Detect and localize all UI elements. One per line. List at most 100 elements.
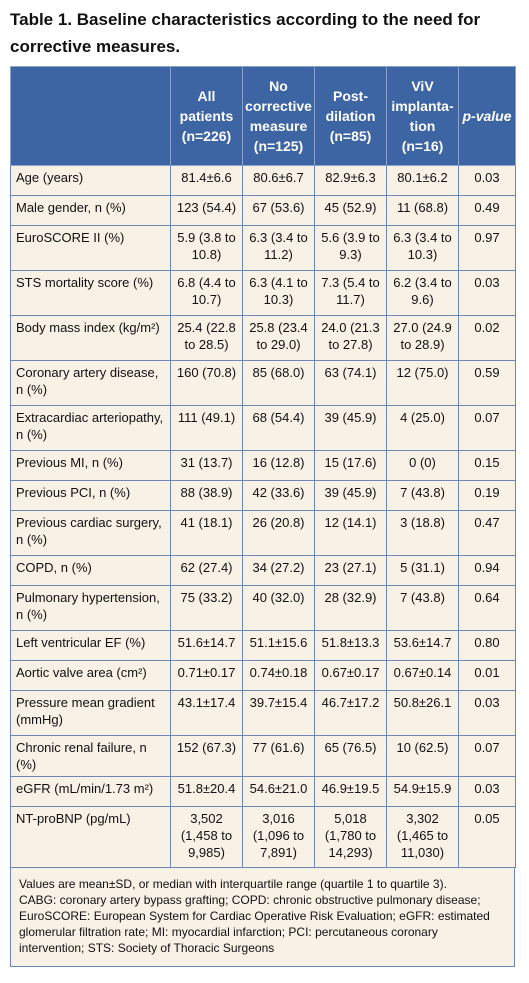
table-row: Chronic renal failure, n (%) 152 (67.3) 77…: [10, 735, 516, 777]
table-row: STS mortality score (%) 6.8 (4.4 to 10.7)…: [10, 270, 516, 316]
cell-post: 15 (17.6): [314, 450, 387, 481]
header-post-dilation-line: Post-: [333, 88, 368, 104]
cell-no: 54.6±21.0: [242, 776, 315, 807]
header-viv-line: tion: [409, 118, 436, 134]
baseline-characteristics-table: All patients (n=226) No corrective measu…: [10, 66, 516, 868]
table-row: Previous MI, n (%) 31 (13.7) 16 (12.8) 15 (…: [10, 450, 516, 481]
header-p-value: p-value: [458, 66, 516, 166]
cell-no: 25.8 (23.4 to 29.0): [242, 315, 315, 361]
header-all-patients-line: (n=226): [181, 128, 232, 144]
cell-viv: 50.8±26.1: [386, 690, 459, 736]
cell-post: 45 (52.9): [314, 195, 387, 226]
row-label: Previous cardiac surgery, n (%): [10, 510, 171, 556]
header-post-dilation-line: (n=85): [329, 128, 372, 144]
footnote-line-2: CABG: coronary artery bypass grafting; C…: [19, 893, 490, 955]
cell-all: 25.4 (22.8 to 28.5): [170, 315, 243, 361]
table-row: Pressure mean gradient (mmHg) 43.1±17.4 39…: [10, 690, 516, 736]
row-label: Body mass index (kg/m²): [10, 315, 171, 361]
cell-post: 46.7±17.2: [314, 690, 387, 736]
cell-viv: 3 (18.8): [386, 510, 459, 556]
cell-post: 24.0 (21.3 to 27.8): [314, 315, 387, 361]
cell-all: 41 (18.1): [170, 510, 243, 556]
table-row: NT-proBNP (pg/mL) 3,502 (1,458 to 9,985) 3…: [10, 806, 516, 868]
cell-p: 0.03: [458, 776, 516, 807]
table-row: Pulmonary hypertension, n (%) 75 (33.2) 40…: [10, 585, 516, 631]
table-body: Age (years) 81.4±6.6 80.6±6.7 82.9±6.3 80.1±…: [10, 165, 516, 868]
row-label: Left ventricular EF (%): [10, 630, 171, 661]
row-label: Pulmonary hypertension, n (%): [10, 585, 171, 631]
cell-post: 46.9±19.5: [314, 776, 387, 807]
table-title: Table 1. Baseline characteristics accord…: [10, 6, 520, 60]
cell-all: 6.8 (4.4 to 10.7): [170, 270, 243, 316]
header-viv-line: implanta-: [391, 98, 454, 114]
cell-viv: 7 (43.8): [386, 480, 459, 511]
cell-p: 0.19: [458, 480, 516, 511]
table-row: Aortic valve area (cm²) 0.71±0.17 0.74±0.1…: [10, 660, 516, 691]
cell-post: 5,018 (1,780 to 14,293): [314, 806, 387, 868]
cell-all: 123 (54.4): [170, 195, 243, 226]
cell-all: 88 (38.9): [170, 480, 243, 511]
cell-all: 5.9 (3.8 to 10.8): [170, 225, 243, 271]
cell-viv: 12 (75.0): [386, 360, 459, 406]
cell-all: 31 (13.7): [170, 450, 243, 481]
cell-no: 85 (68.0): [242, 360, 315, 406]
header-no-corrective: No corrective measure (n=125): [242, 66, 315, 166]
table-row: COPD, n (%) 62 (27.4) 34 (27.2) 23 (27.1) 5 …: [10, 555, 516, 586]
cell-p: 0.03: [458, 165, 516, 196]
cell-all: 62 (27.4): [170, 555, 243, 586]
row-label: Previous MI, n (%): [10, 450, 171, 481]
cell-post: 28 (32.9): [314, 585, 387, 631]
cell-viv: 11 (68.8): [386, 195, 459, 226]
cell-p: 0.07: [458, 405, 516, 451]
cell-post: 82.9±6.3: [314, 165, 387, 196]
cell-no: 77 (61.6): [242, 735, 315, 777]
row-label: Extracardiac arteriopathy, n (%): [10, 405, 171, 451]
header-no-corrective-line: measure: [249, 118, 308, 134]
cell-p: 0.07: [458, 735, 516, 777]
cell-post: 39 (45.9): [314, 480, 387, 511]
row-label: eGFR (mL/min/1.73 m²): [10, 776, 171, 807]
header-all-patients: All patients (n=226): [170, 66, 243, 166]
cell-no: 67 (53.6): [242, 195, 315, 226]
table-row: Male gender, n (%) 123 (54.4) 67 (53.6) 45 …: [10, 195, 516, 226]
table-row: Coronary artery disease, n (%) 160 (70.8)…: [10, 360, 516, 406]
cell-post: 65 (76.5): [314, 735, 387, 777]
cell-p: 0.01: [458, 660, 516, 691]
cell-no: 51.1±15.6: [242, 630, 315, 661]
table-title-line-1: Table 1. Baseline characteristics accord…: [10, 10, 481, 29]
row-label: Male gender, n (%): [10, 195, 171, 226]
cell-no: 0.74±0.18: [242, 660, 315, 691]
cell-no: 34 (27.2): [242, 555, 315, 586]
cell-no: 6.3 (4.1 to 10.3): [242, 270, 315, 316]
row-label: NT-proBNP (pg/mL): [10, 806, 171, 868]
table-container: All patients (n=226) No corrective measu…: [10, 66, 516, 967]
cell-p: 0.02: [458, 315, 516, 361]
cell-all: 75 (33.2): [170, 585, 243, 631]
header-post-dilation: Post- dilation (n=85): [314, 66, 387, 166]
cell-post: 23 (27.1): [314, 555, 387, 586]
cell-p: 0.49: [458, 195, 516, 226]
cell-viv: 27.0 (24.9 to 28.9): [386, 315, 459, 361]
cell-p: 0.97: [458, 225, 516, 271]
cell-post: 12 (14.1): [314, 510, 387, 556]
cell-p: 0.47: [458, 510, 516, 556]
cell-viv: 5 (31.1): [386, 555, 459, 586]
row-label: COPD, n (%): [10, 555, 171, 586]
cell-no: 6.3 (3.4 to 11.2): [242, 225, 315, 271]
cell-post: 0.67±0.17: [314, 660, 387, 691]
cell-post: 51.8±13.3: [314, 630, 387, 661]
cell-viv: 10 (62.5): [386, 735, 459, 777]
cell-viv: 54.9±15.9: [386, 776, 459, 807]
table-row: Age (years) 81.4±6.6 80.6±6.7 82.9±6.3 80.1±…: [10, 165, 516, 196]
cell-all: 51.8±20.4: [170, 776, 243, 807]
row-label: STS mortality score (%): [10, 270, 171, 316]
cell-p: 0.64: [458, 585, 516, 631]
row-label: Chronic renal failure, n (%): [10, 735, 171, 777]
cell-p: 0.03: [458, 690, 516, 736]
row-label: Aortic valve area (cm²): [10, 660, 171, 691]
cell-viv: 4 (25.0): [386, 405, 459, 451]
header-viv-line: ViV: [411, 78, 434, 94]
cell-no: 42 (33.6): [242, 480, 315, 511]
cell-viv: 53.6±14.7: [386, 630, 459, 661]
header-viv-line: (n=16): [401, 138, 444, 154]
